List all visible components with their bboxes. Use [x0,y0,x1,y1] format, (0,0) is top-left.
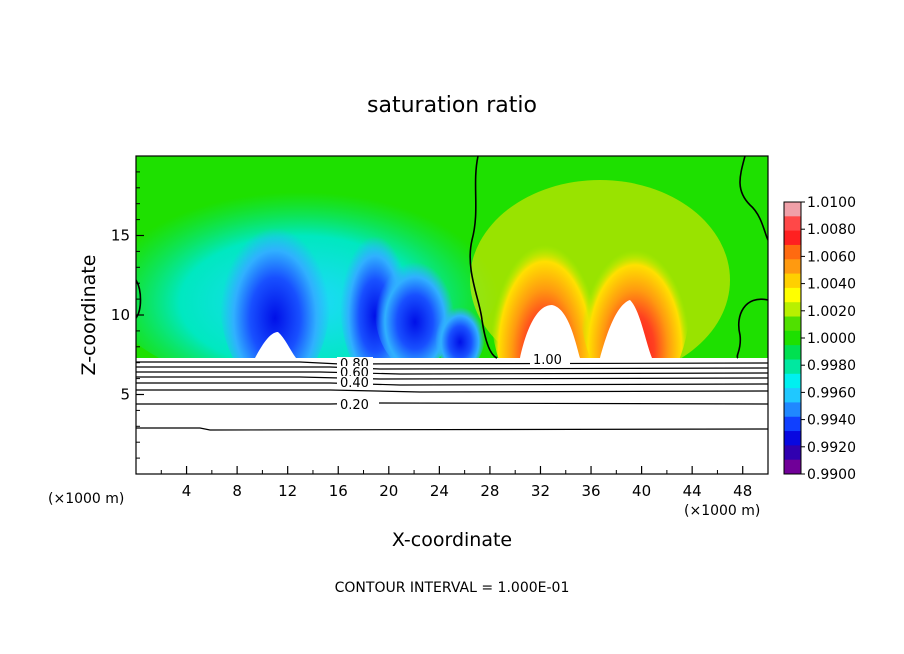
colorbar-swatch [784,330,801,346]
lower-layer [136,358,768,474]
colorbar-swatch [784,302,801,318]
y-axis: 5 10 15 [111,171,144,459]
colorbar-swatch [784,345,801,360]
x-tick-label: 28 [480,482,499,500]
contour-line-h [136,427,768,431]
contour-labels: 0.80 0.60 0.40 0.20 1.00 [337,352,570,413]
colorbar-label: 0.9940 [807,413,856,429]
x-tick-label: 24 [430,482,449,500]
x-tick-label: 44 [683,482,702,500]
blue-plume-1 [220,210,330,390]
y-tick-label: 5 [120,386,130,404]
x-unit-left: (×1000 m) [48,491,124,507]
y-axis-label: Z-coordinate [78,255,100,376]
x-tick-label: 32 [531,482,550,500]
colorbar-swatch [784,416,801,432]
y-tick-label: 10 [111,306,130,324]
contour-label: 1.00 [533,353,562,368]
colorbar-swatch [784,459,801,475]
colorbar-swatch [784,230,801,246]
contour-label: 0.40 [340,376,369,391]
colorbar-label: 1.0080 [807,222,856,238]
colorbar-swatch [784,287,801,303]
colorbar-swatch [784,202,801,217]
colorbar-label: 0.9960 [807,385,856,401]
white-void-1 [520,305,580,358]
colorbar: 1.0100 1.0080 1.0060 1.0040 1.0020 1.0000 0.99… [783,195,856,483]
colorbar-swatch [784,216,801,232]
blue-plume-4 [435,300,485,370]
colorbar-swatch [784,431,801,446]
x-axis-label: X-coordinate [392,529,512,551]
x-tick-label: 20 [379,482,398,500]
contour-1.00 [469,156,498,359]
colorbar-swatch [784,273,801,289]
colorbar-swatch [784,373,801,389]
x-tick-label: 16 [329,482,348,500]
colorbar-swatch [784,388,801,403]
x-axis: 4 8 12 16 20 24 28 32 36 40 44 48 [160,466,752,500]
x-tick-label: 48 [733,482,752,500]
colorbar-swatch [784,445,801,461]
colorbar-label: 1.0040 [807,277,856,293]
colorbar-label: 0.9980 [807,358,856,374]
colorbar-swatch [784,244,801,260]
colorbar-swatch [784,402,801,418]
colorbar-label: 0.9900 [807,467,856,483]
contour-interval-footer: CONTOUR INTERVAL = 1.000E-01 [335,580,570,596]
colorbar-label: 1.0000 [807,331,856,347]
colorbar-label: 1.0100 [807,195,856,211]
colorbar-label: 1.0060 [807,249,856,265]
blue-plume-3 [375,250,455,370]
colorbar-swatch [784,359,801,375]
y-tick-label: 15 [111,227,130,245]
x-tick-label: 36 [581,482,600,500]
contour-1.00-right [739,156,768,241]
white-void-2 [600,300,652,358]
x-tick-label: 12 [278,482,297,500]
x-tick-label: 8 [232,482,242,500]
colorbar-label: 0.9920 [807,440,856,456]
colorbar-swatch [784,316,801,332]
contour-line-f [136,389,768,393]
x-tick-label: 40 [632,482,651,500]
x-unit-right: (×1000 m) [684,503,760,519]
plot-area [136,156,768,474]
chart-title: saturation ratio [367,93,537,118]
colorbar-swatch [784,259,801,275]
white-void-3 [255,332,296,358]
colorbar-label: 1.0020 [807,304,856,320]
contour-1.00-right-b [736,298,768,359]
x-tick-label: 4 [182,482,192,500]
contour-label: 0.20 [340,398,369,413]
